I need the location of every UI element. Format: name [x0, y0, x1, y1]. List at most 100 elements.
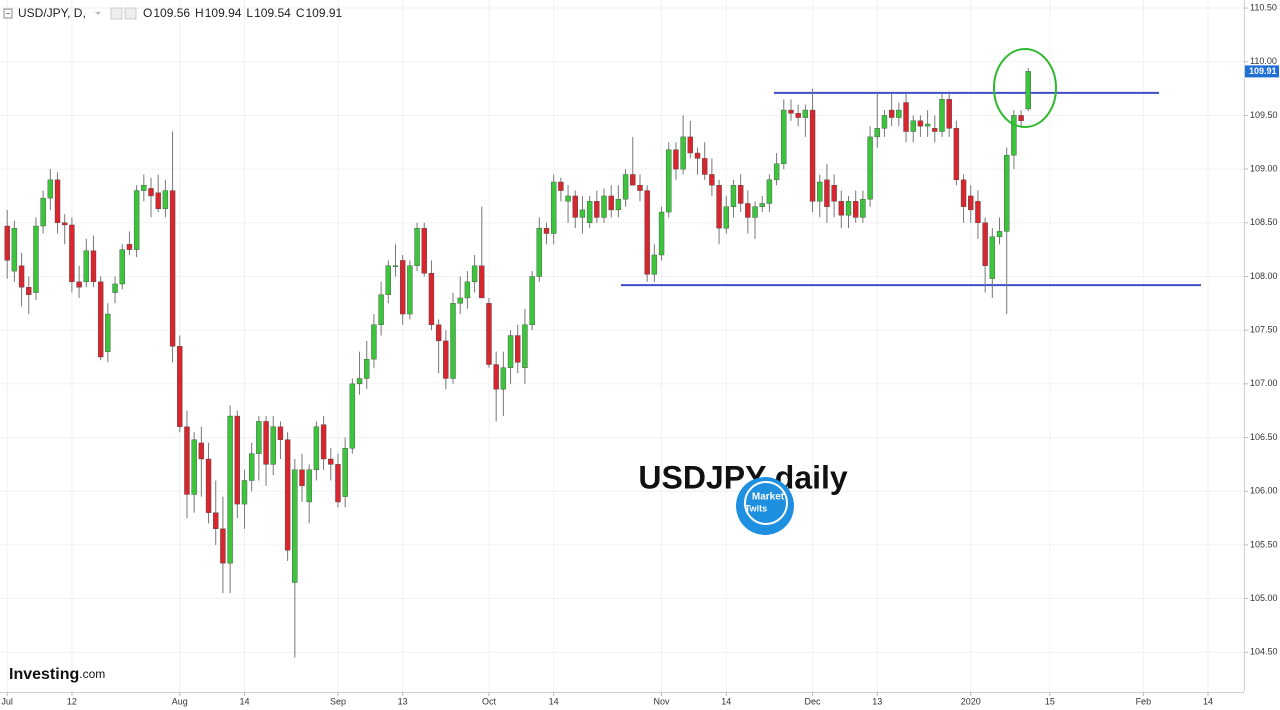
candle-body	[586, 201, 593, 223]
candle-body	[651, 254, 658, 275]
y-tick-label: 108.50	[1250, 217, 1278, 227]
candle-body	[817, 181, 823, 202]
header-key: O	[143, 6, 152, 20]
candle-body	[112, 283, 118, 293]
candle-body	[443, 340, 449, 379]
candle-body	[845, 201, 852, 216]
candle-body	[18, 265, 25, 288]
candle-body	[364, 358, 370, 379]
candle-body	[414, 227, 420, 266]
candle-body	[874, 128, 880, 138]
candle-body	[69, 224, 75, 283]
candle-body	[565, 195, 571, 202]
visibility-icon[interactable]	[124, 7, 137, 20]
candle-body	[788, 109, 794, 114]
candle-body	[694, 152, 701, 159]
candle-body	[737, 185, 744, 204]
candle-body	[637, 185, 643, 191]
candle-body	[615, 198, 622, 211]
candle-body	[256, 421, 262, 454]
candle-body	[687, 136, 694, 154]
candle-body	[105, 313, 111, 352]
candle-body	[356, 378, 363, 385]
candle-body	[968, 195, 974, 211]
y-tick-label: 109.50	[1250, 110, 1278, 120]
x-tick-label: 14	[239, 696, 249, 706]
candle-body	[40, 197, 46, 227]
candle-body	[62, 222, 68, 226]
candle-body	[766, 179, 773, 204]
x-tick-label: 2020	[961, 696, 981, 706]
candle-body	[4, 225, 10, 261]
candle-body	[148, 188, 154, 197]
dropdown-icon[interactable]	[95, 12, 101, 15]
collapse-icon[interactable]	[3, 8, 13, 19]
candle-body	[464, 281, 471, 299]
settings-icon[interactable]	[110, 7, 123, 20]
x-tick-label: Sep	[330, 696, 346, 706]
candle-body	[644, 190, 650, 275]
x-tick-label: Aug	[172, 696, 188, 706]
candle-body	[953, 128, 960, 181]
candle-body	[759, 203, 765, 207]
y-tick-label: 104.50	[1250, 647, 1278, 657]
watermark-suffix: .com	[79, 667, 105, 681]
candle-body	[701, 158, 708, 175]
x-tick-label: 14	[1203, 696, 1213, 706]
candle-body	[213, 512, 219, 529]
header-value: 109.91	[305, 6, 342, 20]
candle-body	[723, 206, 729, 229]
candle-body	[1004, 154, 1010, 232]
candle-body	[191, 439, 197, 495]
x-tick-label: 15	[1045, 696, 1055, 706]
candle-body	[177, 346, 183, 427]
candle-body	[299, 469, 305, 487]
header-value: 109.54	[254, 6, 291, 20]
watermark-brand-text: Investing	[9, 666, 79, 683]
y-tick-label: 105.50	[1250, 539, 1278, 549]
candle-body	[860, 198, 866, 218]
candle-body	[457, 297, 463, 304]
header-key: L	[246, 6, 253, 20]
candle-body	[680, 136, 686, 170]
x-tick-label: 12	[67, 696, 77, 706]
highlight-circle	[993, 48, 1057, 128]
header-value: 109.56	[153, 6, 190, 20]
candle-body	[155, 192, 161, 210]
candle-body	[960, 179, 967, 207]
candle-body	[248, 453, 255, 481]
grid-layer	[0, 0, 1244, 692]
ohlc-header: O 109.56 H 109.94 L 109.54 C 109.91	[143, 6, 343, 20]
candle-body	[371, 324, 377, 360]
candle-body	[809, 109, 816, 202]
candle-body	[11, 227, 18, 272]
candle-body	[630, 174, 636, 186]
candle-body	[54, 179, 61, 223]
candle-body	[896, 109, 902, 118]
candle-body	[881, 115, 888, 129]
x-tick-label: Feb	[1136, 696, 1152, 706]
candle-body	[781, 109, 787, 164]
candle-body	[184, 426, 190, 495]
candle-body	[917, 120, 924, 127]
candle-body	[946, 99, 952, 129]
x-tick-label: Dec	[805, 696, 822, 706]
x-tick-label: 13	[872, 696, 882, 706]
candle-body	[572, 195, 578, 218]
candle-body	[1025, 71, 1031, 110]
candle-body	[220, 528, 226, 564]
candle-body	[1011, 115, 1017, 156]
candle-body	[83, 250, 89, 283]
y-tick-label: 109.00	[1250, 163, 1278, 173]
candle-body	[745, 203, 751, 218]
candle-body	[924, 123, 931, 127]
y-tick-label: 110.00	[1250, 56, 1277, 66]
x-tick-label: 13	[398, 696, 408, 706]
last-price-label: 109.91	[1249, 66, 1277, 76]
candle-body	[277, 426, 284, 440]
candle-body	[349, 383, 356, 449]
candle-body	[90, 250, 97, 283]
candle-body	[26, 287, 32, 295]
candle-body	[241, 480, 248, 505]
